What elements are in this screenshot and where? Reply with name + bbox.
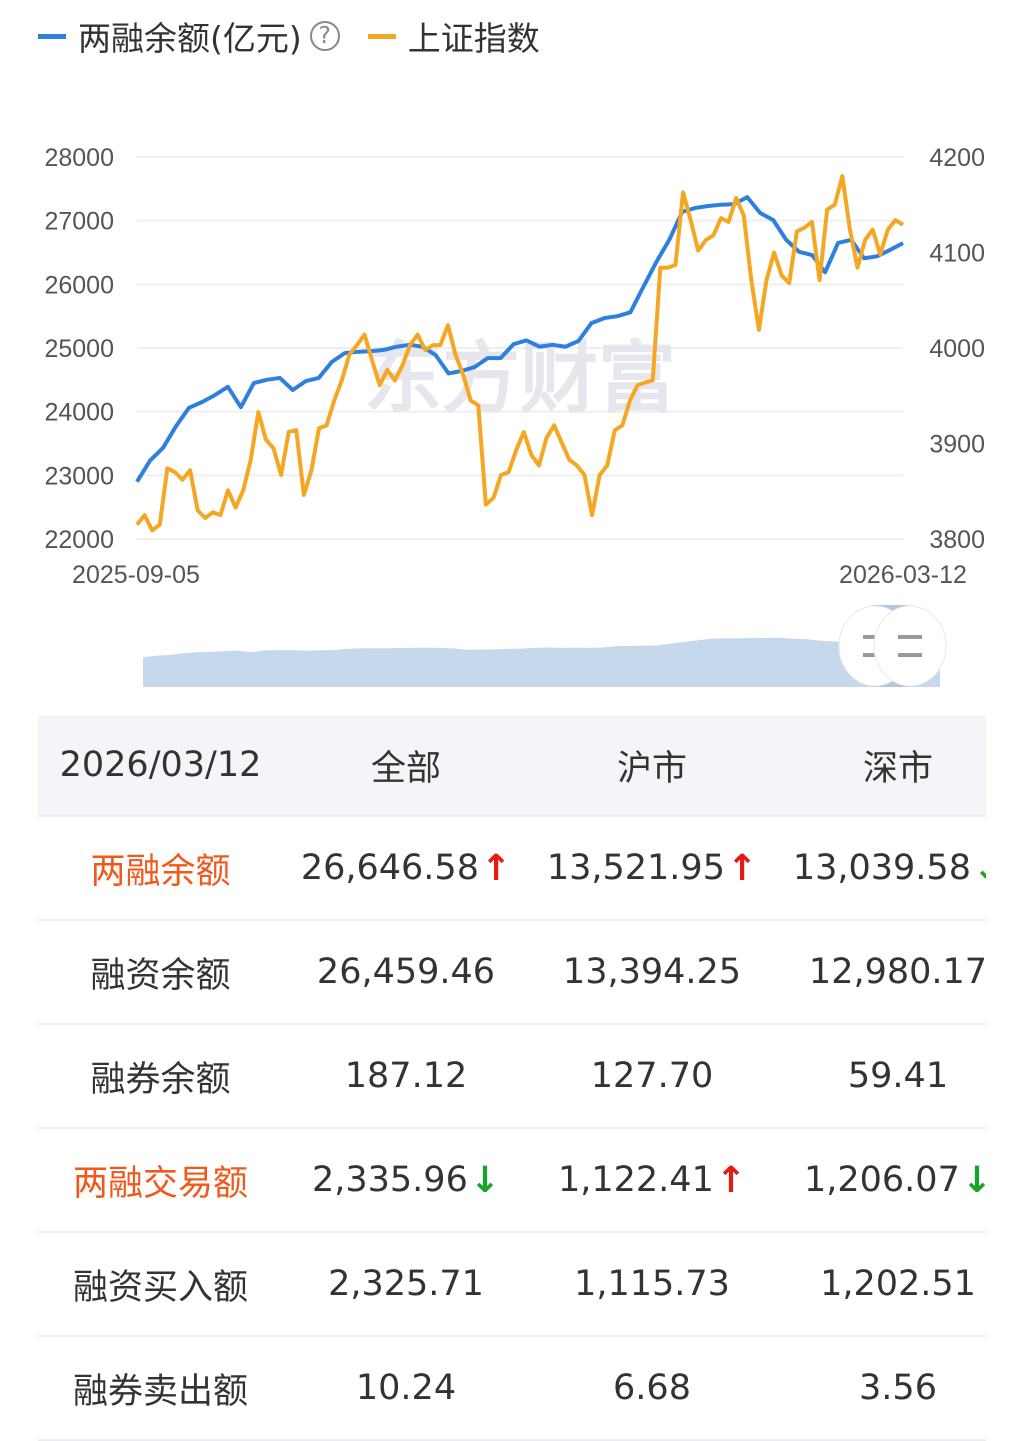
grip-line: [898, 653, 922, 657]
x-axis-end-label: 2026-03-12: [839, 561, 967, 589]
cell-value: 59.41: [847, 1056, 949, 1096]
legend-label: 上证指数: [407, 19, 540, 58]
legend-swatch-orange: [367, 33, 396, 39]
row-label: 两融交易额: [72, 1163, 248, 1204]
table-cell: 12,980.17: [775, 952, 986, 992]
table-cell: 26,646.58 ↑: [283, 848, 529, 889]
table-row: 融券余额 187.12 127.70 59.41: [38, 1025, 986, 1129]
left-axis-tick-label: 22000: [44, 526, 114, 554]
margin-balance-line: [135, 195, 904, 483]
header-shanghai: 沪市: [616, 748, 687, 789]
arrow-up-icon: ↑: [715, 1159, 747, 1201]
cell-value: 1,202.51: [820, 1264, 976, 1304]
cell-value: 12,980.17: [808, 952, 986, 992]
arrow-down-icon: ↓: [961, 1159, 986, 1201]
arrow-down-icon: ↓: [973, 848, 986, 889]
table-cell: 187.12: [283, 1056, 529, 1096]
line-chart: 东方财富 28000 27000 26000 25000 24000 23000 22000…: [44, 144, 985, 687]
table-cell: 2,335.96 ↓: [283, 1160, 529, 1201]
left-axis-tick-label: 23000: [44, 462, 114, 490]
table-cell: 127.70: [529, 1056, 775, 1096]
cell-value: 187.12: [344, 1056, 468, 1096]
right-axis-tick-label: 4200: [929, 144, 985, 172]
table-cell: 1,115.73: [529, 1264, 775, 1304]
legend-label: 两融余额(亿元): [78, 19, 302, 58]
cell-value: 1,206.07: [803, 1160, 960, 1200]
arrow-up-icon: ↑: [480, 847, 512, 889]
arrow-down-icon: ↓: [469, 1159, 501, 1201]
table-cell: 2,325.71: [283, 1264, 529, 1304]
chart-legend: 两融余额(亿元) ? 上证指数: [38, 12, 568, 60]
table-row: 融资余额 26,459.46 13,394.25 12,980.17: [38, 921, 986, 1025]
cell-value: 1,115.73: [574, 1264, 730, 1304]
right-axis-tick-label: 3800: [929, 526, 985, 554]
cell-value: 26,459.46: [316, 952, 496, 992]
cell-value: 13,521.95: [546, 848, 725, 888]
table-cell: 13,521.95 ↑: [529, 848, 775, 889]
row-label: 融券余额: [90, 1059, 231, 1100]
question-circle-icon[interactable]: ?: [309, 21, 340, 51]
left-axis-tick-label: 28000: [44, 144, 114, 172]
cell-value: 2,325.71: [328, 1264, 484, 1304]
table-cell: 13,394.25: [529, 952, 775, 992]
right-axis-tick-label: 3900: [929, 431, 985, 459]
left-axis-tick-label: 25000: [44, 335, 114, 363]
cell-value: 13,394.25: [562, 952, 742, 992]
sse-index-line: [135, 174, 905, 533]
table-row: 融券卖出额 10.24 6.68 3.56: [38, 1337, 986, 1441]
row-label: 融资余额: [90, 955, 231, 996]
table-cell: 1,122.41 ↑: [529, 1160, 775, 1201]
row-label: 融券卖出额: [72, 1371, 248, 1412]
cell-value: 2,335.96: [311, 1160, 468, 1200]
grip-line: [898, 635, 922, 639]
header-date[interactable]: 2026/03/12: [59, 745, 262, 785]
left-axis-tick-label: 26000: [44, 271, 114, 299]
margin-table: 2026/03/12 全部 沪市 深市 两融余额 26,646.58 ↑ 13,521…: [38, 715, 986, 1441]
table-cell: 3.56: [775, 1368, 986, 1408]
legend-swatch-blue: [38, 33, 66, 39]
table-cell: 26,459.46: [283, 952, 529, 992]
legend-item-sse-index[interactable]: 上证指数: [367, 12, 540, 60]
header-shenzhen: 深市: [862, 748, 933, 789]
cell-value: 1,122.41: [557, 1160, 714, 1200]
watermark-logo: 东方财富: [364, 334, 676, 422]
left-axis-tick-label: 24000: [44, 399, 114, 427]
table-cell: 6.68: [529, 1368, 775, 1408]
cell-value: 127.70: [590, 1056, 714, 1096]
cell-value: 13,039.58: [792, 848, 971, 888]
row-label: 融资买入额: [72, 1267, 248, 1308]
header-all: 全部: [370, 748, 441, 789]
table-cell: 59.41: [775, 1056, 986, 1096]
right-axis-tick-label: 4000: [929, 335, 985, 363]
table-row: 两融交易额 2,335.96 ↓ 1,122.41 ↑ 1,206.07 ↓: [38, 1129, 986, 1233]
navigator-right-handle[interactable]: [873, 605, 947, 687]
table-header: 2026/03/12 全部 沪市 深市: [38, 715, 986, 817]
table-cell: 1,206.07 ↓: [775, 1160, 986, 1201]
row-label: 两融余额: [90, 851, 231, 892]
table-cell: 1,202.51: [775, 1264, 986, 1304]
cell-value: 10.24: [355, 1368, 457, 1408]
table-row: 融资买入额 2,325.71 1,115.73 1,202.51: [38, 1233, 986, 1337]
navigator-area: [143, 637, 940, 687]
table-cell: 13,039.58↓: [775, 848, 986, 889]
arrow-up-icon: ↑: [726, 847, 758, 889]
cell-value: 26,646.58: [300, 848, 479, 888]
x-axis-start-label: 2025-09-05: [72, 561, 200, 589]
right-axis-tick-label: 4100: [929, 240, 985, 268]
left-axis-tick-label: 27000: [44, 208, 114, 236]
cell-value: 3.56: [859, 1368, 937, 1408]
legend-item-margin-balance[interactable]: 两融余额(亿元) ?: [38, 12, 340, 60]
cell-value: 6.68: [613, 1368, 691, 1408]
table-cell: 10.24: [283, 1368, 529, 1408]
handle-circle: [873, 605, 947, 687]
